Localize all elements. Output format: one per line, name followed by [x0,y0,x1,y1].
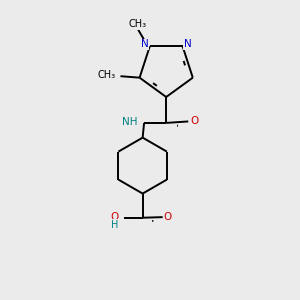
Text: H: H [111,220,118,230]
Text: N: N [184,39,191,49]
Text: O: O [190,116,198,126]
Text: CH₃: CH₃ [129,19,147,29]
Text: N: N [141,39,148,49]
Text: NH: NH [122,117,138,127]
Text: CH₃: CH₃ [97,70,115,80]
Text: O: O [110,212,118,222]
Text: O: O [164,212,172,222]
